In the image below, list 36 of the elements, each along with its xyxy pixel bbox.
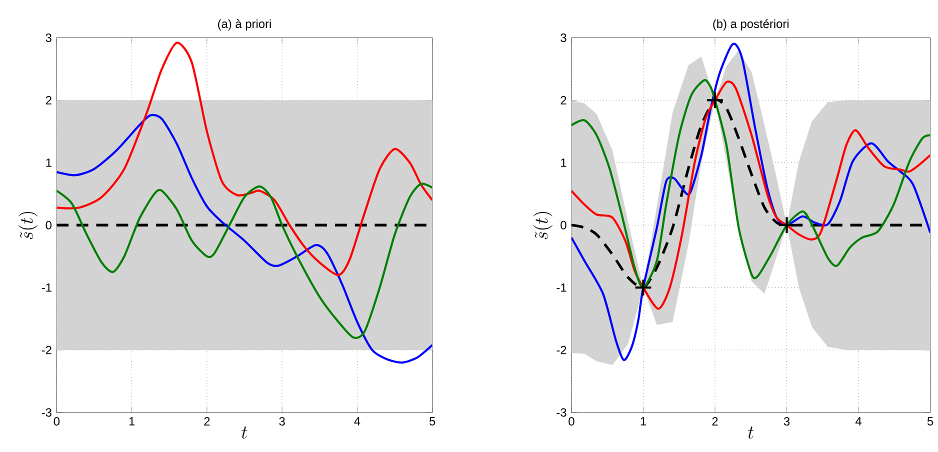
line-series (56, 182, 432, 338)
chart-title: (a) à priori (218, 19, 271, 30)
y-tick-label: 2 (46, 96, 52, 104)
y-tick-label: -3 (556, 408, 566, 417)
x-tick-label: 4 (354, 417, 360, 426)
y-tick-label: 0 (46, 220, 52, 230)
x-tick-label: 3 (279, 417, 285, 426)
x-tick-label: 0 (568, 417, 574, 426)
y-tick-label: 3 (560, 33, 566, 42)
y-tick-label: 1 (46, 158, 52, 167)
x-axis-title: $t$ (748, 426, 754, 439)
point (706, 91, 724, 110)
y-tick-label: 1 (561, 158, 566, 167)
y-tick-label: -1 (556, 283, 566, 292)
y-tick-label: 0 (560, 220, 566, 230)
y-axis-title: $\tilde{s}(t)$ (18, 212, 38, 240)
line-series (56, 42, 432, 276)
x-tick-label: 5 (927, 417, 934, 426)
y-tick-label: -1 (42, 283, 52, 292)
point (634, 278, 652, 296)
x-tick-label: 0 (54, 417, 60, 426)
x-tick-label: 2 (204, 417, 210, 426)
y-tick-label: -3 (42, 408, 52, 417)
x-tick-label: 3 (784, 417, 790, 426)
x-axis-title: $t$ (242, 426, 248, 439)
x-tick-label: 1 (640, 417, 646, 426)
y-tick-label: -2 (556, 346, 566, 354)
y-tick-label: 3 (46, 33, 52, 42)
x-tick-label: 4 (855, 417, 862, 426)
y-tick-label: -2 (42, 346, 52, 354)
y-axis-title: $\tilde{s}(t)$ (533, 212, 552, 240)
x-tick-label: 1 (129, 417, 135, 426)
chart-title: (b) a postériori (713, 19, 789, 30)
x-tick-label: 5 (429, 417, 436, 426)
x-tick-label: 2 (712, 417, 718, 426)
y-tick-label: 2 (560, 96, 566, 104)
